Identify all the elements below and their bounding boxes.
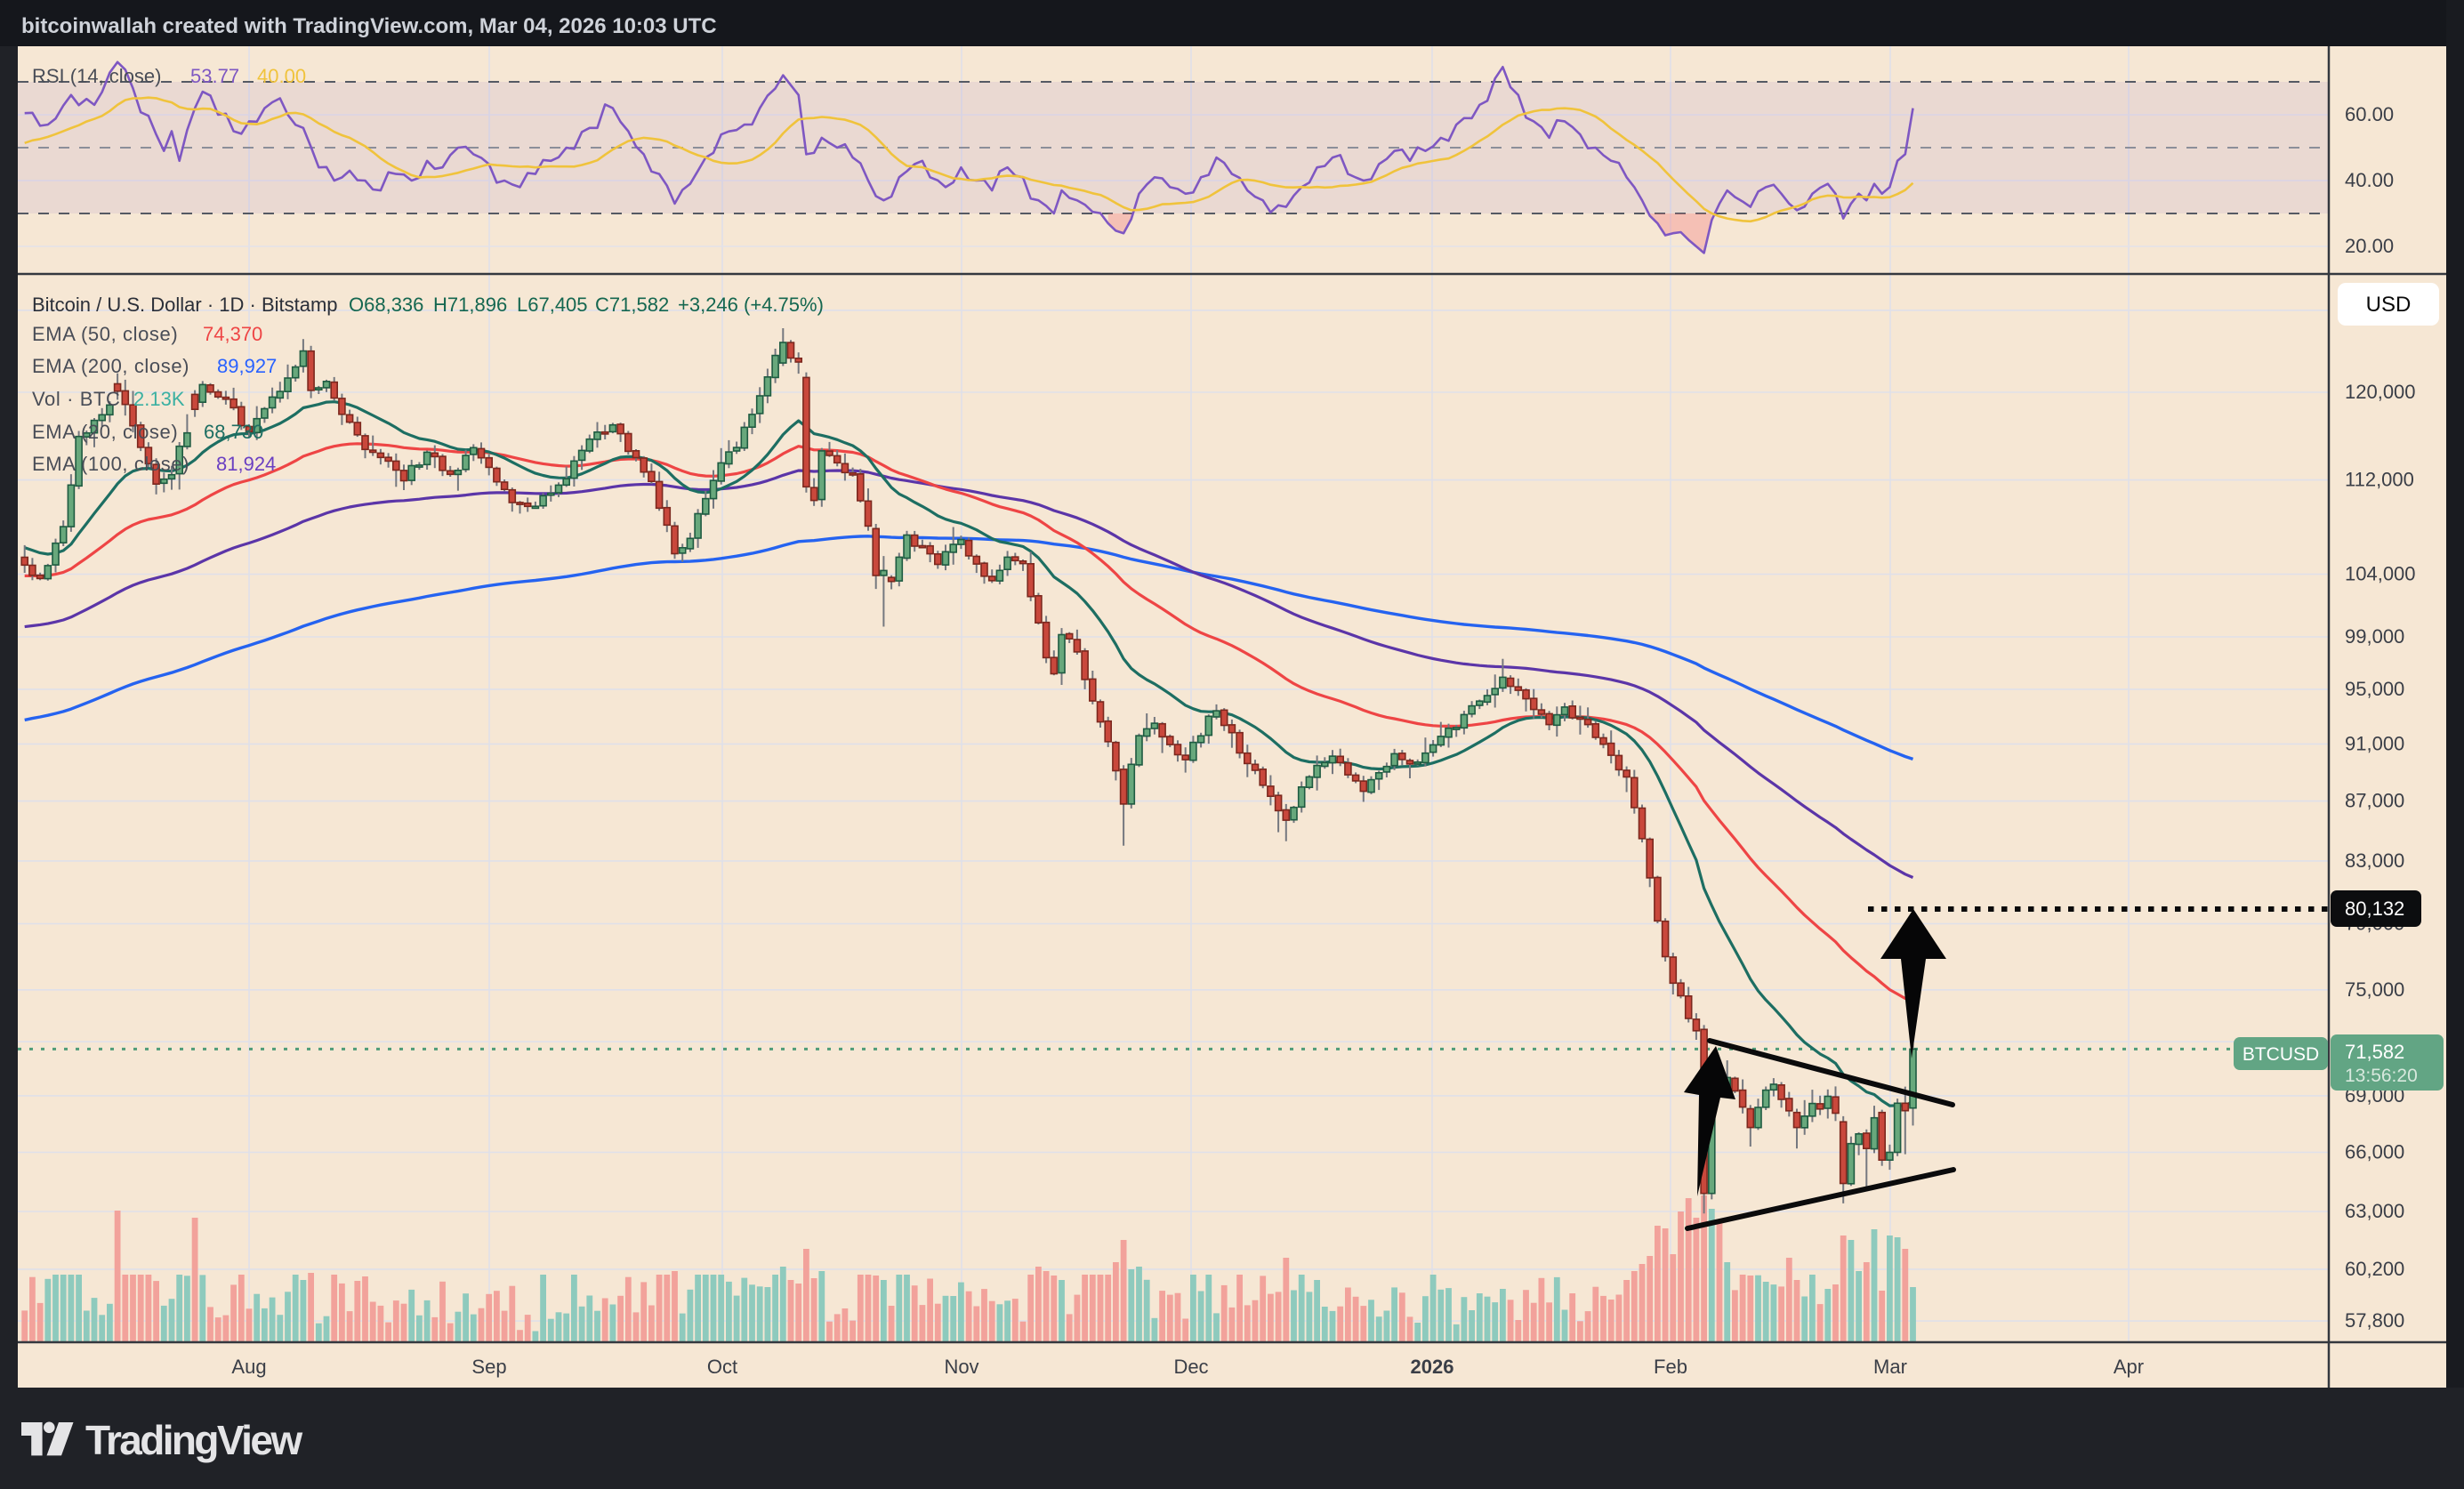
svg-text:Aug: Aug <box>231 1356 266 1378</box>
svg-text:13:56:20: 13:56:20 <box>2345 1066 2418 1086</box>
svg-text:89,927: 89,927 <box>217 355 277 377</box>
svg-text:60.00: 60.00 <box>2345 103 2394 125</box>
svg-text:EMA (200, close): EMA (200, close) <box>32 355 189 377</box>
svg-text:Bitcoin / U.S. Dollar · 1D · B: Bitcoin / U.S. Dollar · 1D · Bitstamp <box>32 294 338 316</box>
svg-text:71,582: 71,582 <box>2345 1041 2404 1063</box>
svg-text:EMA (50, close): EMA (50, close) <box>32 323 178 345</box>
svg-text:Vol · BTC: Vol · BTC <box>32 388 121 410</box>
svg-text:40.00: 40.00 <box>257 65 306 87</box>
svg-text:L67,405: L67,405 <box>517 294 588 316</box>
svg-text:EMA (20, close): EMA (20, close) <box>32 421 178 443</box>
svg-text:87,000: 87,000 <box>2345 790 2404 812</box>
svg-text:83,000: 83,000 <box>2345 849 2404 872</box>
svg-text:99,000: 99,000 <box>2345 625 2404 648</box>
svg-text:53.77: 53.77 <box>190 65 239 87</box>
svg-text:Dec: Dec <box>1173 1356 1208 1378</box>
svg-text:60,200: 60,200 <box>2345 1258 2404 1280</box>
svg-text:Nov: Nov <box>944 1356 978 1378</box>
svg-text:+3,246 (+4.75%): +3,246 (+4.75%) <box>678 294 824 316</box>
svg-text:2026: 2026 <box>1411 1356 1454 1378</box>
svg-text:BTCUSD: BTCUSD <box>2243 1044 2319 1065</box>
svg-text:112,000: 112,000 <box>2345 469 2414 491</box>
svg-text:Apr: Apr <box>2114 1356 2144 1378</box>
svg-text:H71,896: H71,896 <box>433 294 507 316</box>
svg-text:2.13K: 2.13K <box>133 388 185 410</box>
svg-text:Mar: Mar <box>1873 1356 1907 1378</box>
svg-text:Oct: Oct <box>707 1356 737 1378</box>
svg-text:81,924: 81,924 <box>216 453 276 475</box>
svg-text:66,000: 66,000 <box>2345 1140 2404 1163</box>
svg-text:20.00: 20.00 <box>2345 235 2394 257</box>
svg-text:120,000: 120,000 <box>2345 381 2416 403</box>
svg-text:68,730: 68,730 <box>204 421 263 443</box>
svg-text:EMA (100, close): EMA (100, close) <box>32 453 189 475</box>
svg-text:O68,336: O68,336 <box>349 294 423 316</box>
svg-text:TradingView: TradingView <box>85 1417 302 1463</box>
svg-text:RSI (14, close): RSI (14, close) <box>32 65 162 87</box>
svg-text:91,000: 91,000 <box>2345 732 2404 754</box>
svg-text:USD: USD <box>2366 293 2412 317</box>
svg-text:Sep: Sep <box>471 1356 506 1378</box>
svg-text:74,370: 74,370 <box>203 323 262 345</box>
svg-text:75,000: 75,000 <box>2345 978 2404 1001</box>
svg-text:95,000: 95,000 <box>2345 678 2404 700</box>
svg-text:bitcoinwallah created with Tra: bitcoinwallah created with TradingView.c… <box>21 14 717 38</box>
svg-text:C71,582: C71,582 <box>595 294 669 316</box>
svg-text:80,132: 80,132 <box>2345 897 2404 920</box>
svg-text:57,800: 57,800 <box>2345 1309 2404 1332</box>
svg-text:Feb: Feb <box>1654 1356 1687 1378</box>
svg-text:40.00: 40.00 <box>2345 169 2394 191</box>
svg-text:63,000: 63,000 <box>2345 1200 2404 1222</box>
svg-text:104,000: 104,000 <box>2345 563 2416 585</box>
